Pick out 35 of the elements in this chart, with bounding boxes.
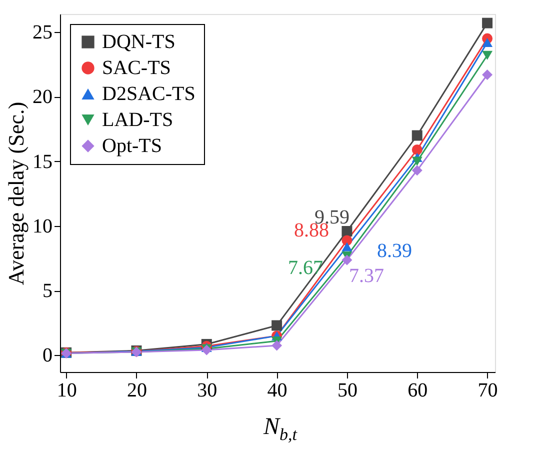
data-label: 8.39 <box>376 240 412 262</box>
point <box>412 165 422 176</box>
y-tick-label: 10 <box>32 215 52 238</box>
x-tick-label: 30 <box>197 380 218 402</box>
point <box>342 254 352 266</box>
point <box>342 235 352 246</box>
x-tick-label: 20 <box>126 380 147 402</box>
point <box>412 130 422 141</box>
point <box>412 144 422 155</box>
point <box>482 38 493 47</box>
point <box>342 226 352 236</box>
y-tick-label: 25 <box>32 22 52 44</box>
point <box>412 156 422 166</box>
point <box>482 18 493 28</box>
legend-label: DQN-TS <box>102 31 176 53</box>
x-tick-label: 60 <box>408 380 428 402</box>
legend-label: SAC-TS <box>102 57 171 79</box>
x-tick-label: 70 <box>478 380 498 402</box>
point <box>342 242 352 252</box>
y-tick-label: 0 <box>42 344 52 367</box>
x-tick-label: 10 <box>56 380 77 402</box>
x-tick-label: 50 <box>337 380 358 402</box>
legend-label: Opt-TS <box>102 135 162 157</box>
y-tick-label: 5 <box>42 280 52 302</box>
point <box>482 70 493 80</box>
point <box>482 50 493 60</box>
y-tick-label: 15 <box>32 150 52 173</box>
data-label: 7.37 <box>348 264 384 287</box>
y-axis-title: Average delay (Sec.) <box>4 102 28 286</box>
legend-label: D2SAC-TS <box>102 83 196 105</box>
point <box>272 320 282 331</box>
legend-label: LAD-TS <box>102 109 174 131</box>
x-tick-label: 40 <box>267 380 288 402</box>
point <box>272 340 282 351</box>
y-tick-label: 20 <box>32 86 52 108</box>
